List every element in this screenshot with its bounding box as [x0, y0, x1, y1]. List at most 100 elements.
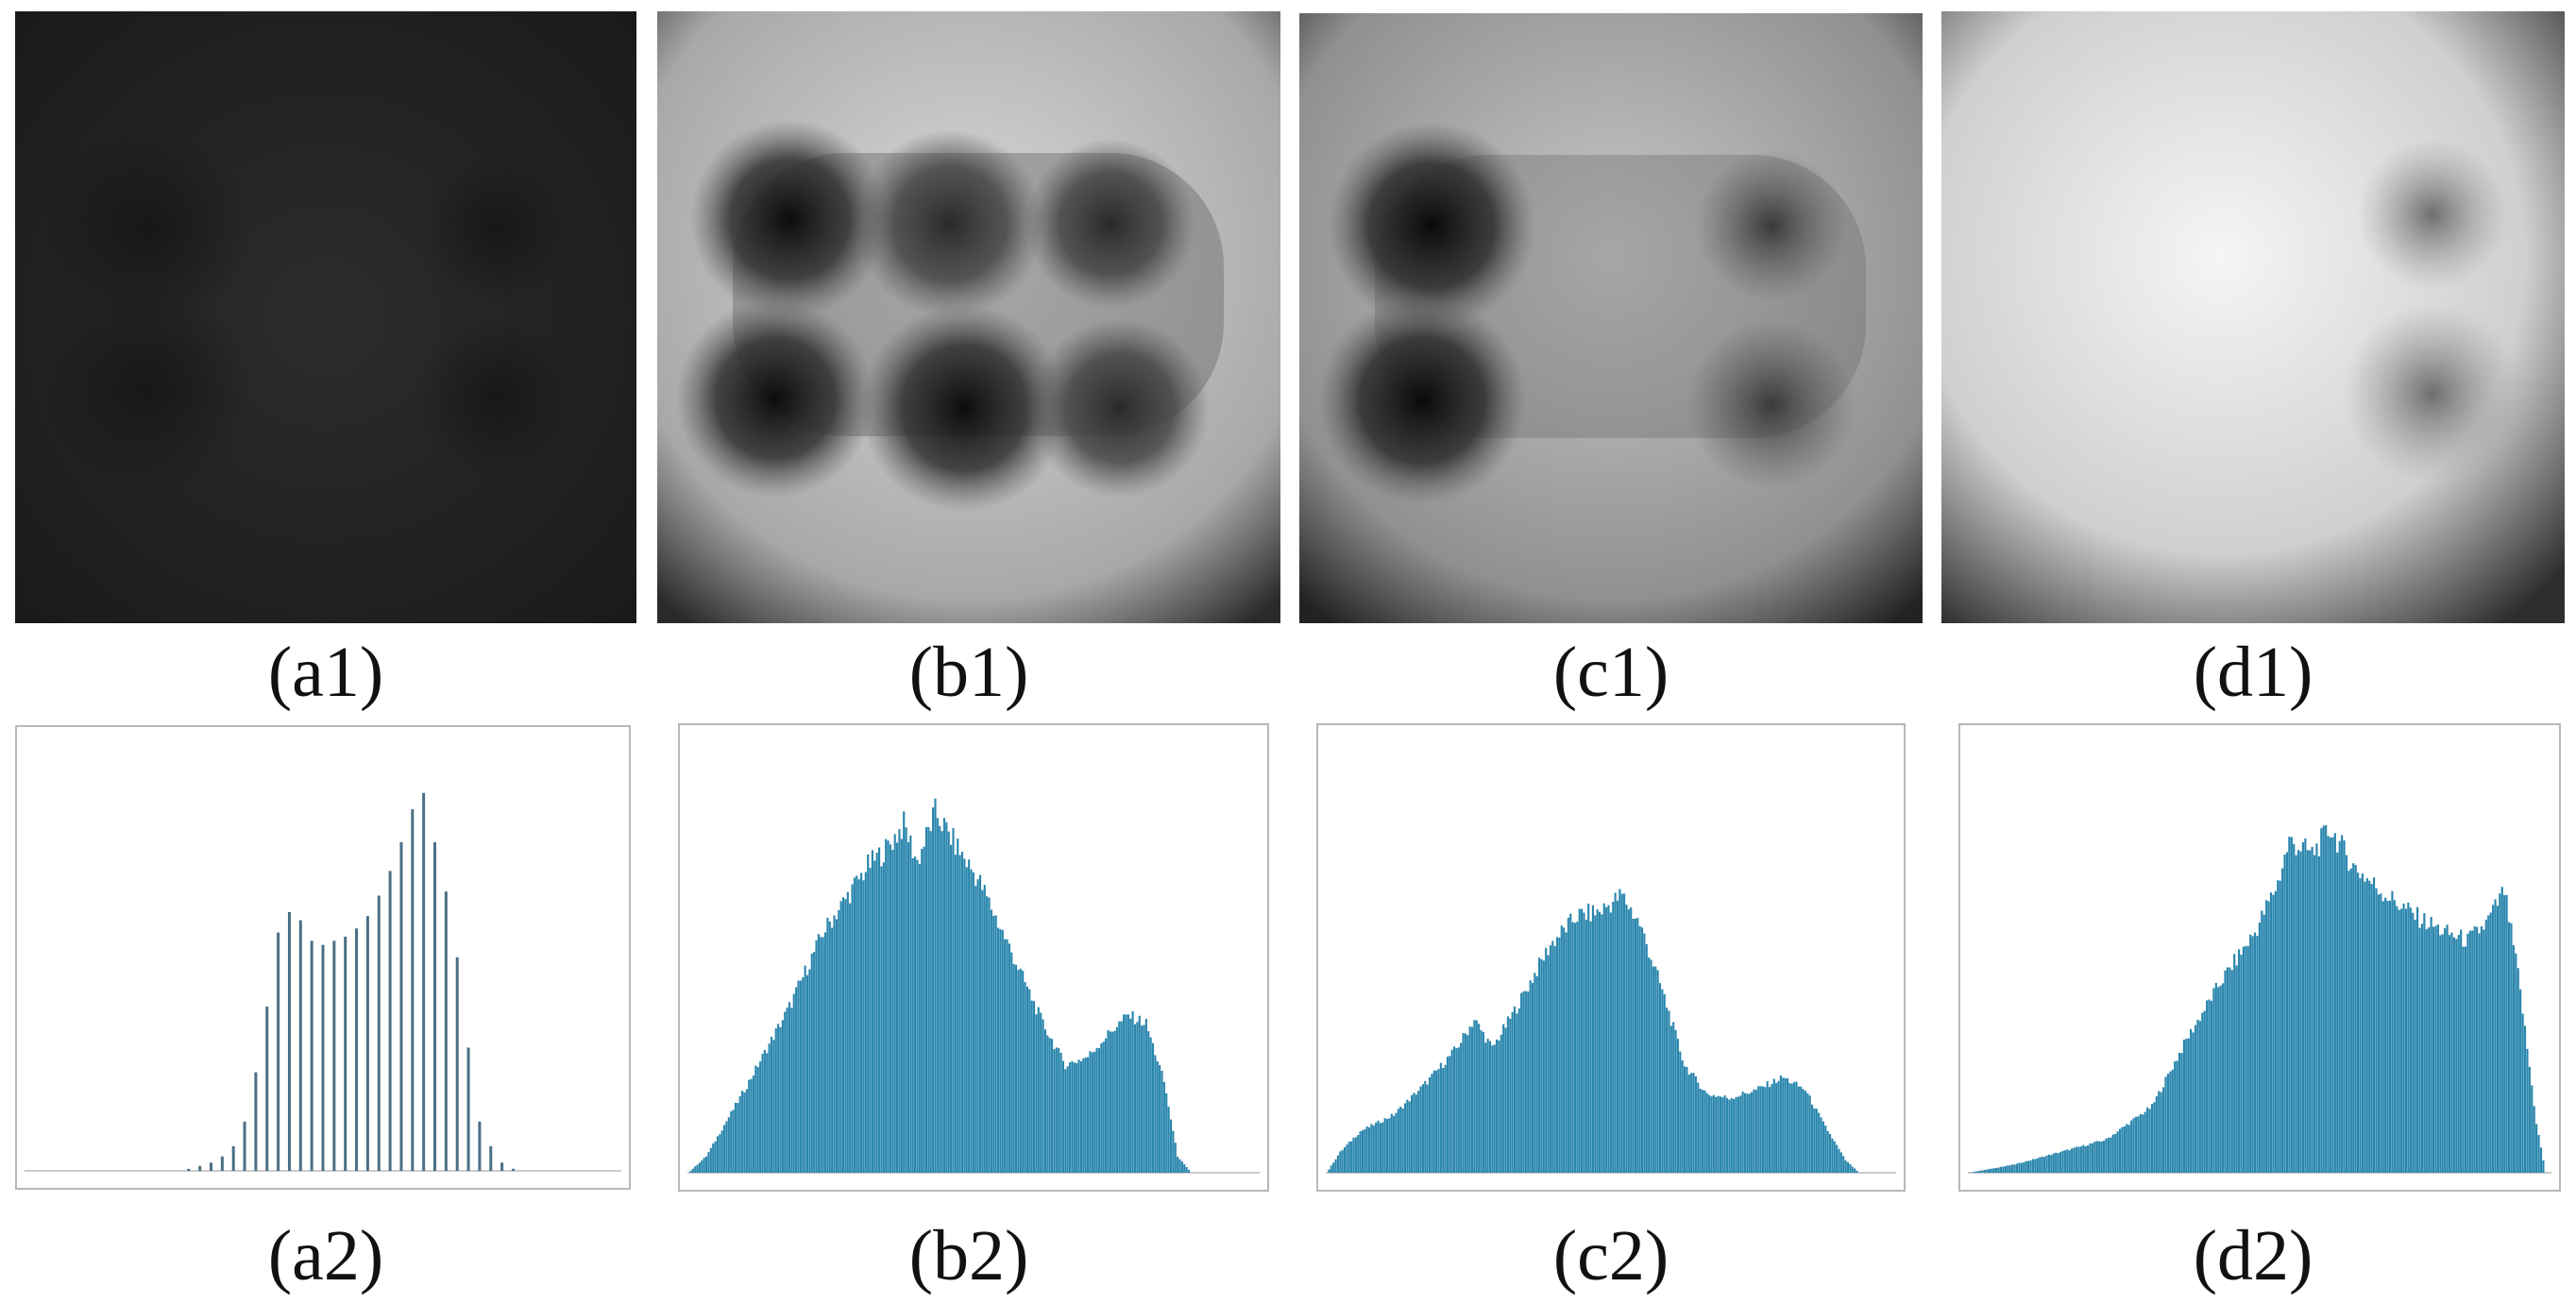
histogram-b2-bar [810, 953, 813, 1173]
histogram-a2-bar [220, 1156, 224, 1171]
histogram-b2-bar [976, 879, 979, 1173]
histogram-c2-bar [1797, 1086, 1800, 1173]
histogram-d2-bar [2029, 1160, 2032, 1173]
histogram-b2-bar [720, 1130, 723, 1173]
histogram-b2-bar [1035, 1014, 1038, 1173]
histogram-c2-bar [1594, 915, 1597, 1173]
histogram-d2-bar [2505, 894, 2508, 1173]
histogram-d2-bar [2496, 906, 2500, 1173]
histogram-c2-bar [1357, 1135, 1360, 1173]
histogram-d2-bar [2386, 901, 2389, 1173]
histogram-c2-bar [1567, 918, 1569, 1173]
histogram-c2-bar [1618, 889, 1621, 1173]
histogram-b2-bar [851, 884, 854, 1173]
histogram-b2-bar [878, 847, 881, 1173]
histogram-d2-bar [2267, 901, 2270, 1173]
histogram-d2-bar [2061, 1150, 2064, 1173]
histogram-a2-bar [388, 871, 392, 1171]
histogram-c2-bar [1511, 1011, 1514, 1173]
histogram-c2-bar [1336, 1155, 1339, 1173]
histogram-a2-bar [466, 1047, 470, 1171]
histogram-b2-bar [947, 831, 950, 1173]
histogram-a2-bar [433, 841, 436, 1171]
histogram-c2-bar [1676, 1039, 1680, 1173]
histogram-b2-bar [1010, 952, 1013, 1173]
histogram-c2 [1316, 723, 1906, 1192]
histogram-d2-bar [2430, 917, 2432, 1173]
histogram-c2-bar [1663, 993, 1666, 1173]
histogram-d2-bar [2144, 1111, 2146, 1173]
histogram-d2-bar [2523, 1025, 2527, 1173]
histogram-b2-bar [805, 974, 809, 1173]
histogram-c2-bar [1328, 1169, 1330, 1173]
histogram-d2-bar [2507, 922, 2511, 1173]
histogram-c2-bar [1638, 925, 1641, 1173]
histogram-d2-bar [2050, 1155, 2053, 1173]
histogram-d2-bar [2233, 954, 2236, 1173]
histogram-d2-bar [2398, 909, 2400, 1173]
histogram-c2-bar [1334, 1159, 1337, 1173]
histogram-b2-bar [1097, 1048, 1101, 1173]
histogram-c2-bar [1737, 1096, 1739, 1173]
image-a1 [15, 11, 636, 623]
histogram-a2-bar [254, 1072, 258, 1171]
histogram-c2-bar [1388, 1118, 1391, 1173]
histogram-d2-bar [2214, 982, 2217, 1173]
histogram-b2-bar [1022, 971, 1025, 1173]
histogram-d2-bar [2212, 988, 2215, 1173]
histogram-d2-bar [2441, 934, 2444, 1173]
histogram-c2-bar [1820, 1117, 1822, 1173]
histogram-c2-bar [1444, 1064, 1447, 1173]
histogram-a2-plot [25, 792, 621, 1172]
histogram-d2-bar [2281, 868, 2284, 1173]
histogram-c2-bar [1534, 973, 1536, 1173]
histogram-d2-bar [2343, 839, 2346, 1173]
histogram-d2-bar [2526, 1048, 2529, 1173]
histogram-a2-bar [500, 1162, 504, 1171]
histogram-b2-bar [1014, 964, 1018, 1173]
histogram-d2-bar [2384, 897, 2387, 1173]
histogram-c2-bar [1464, 1033, 1466, 1173]
histogram-c2-bar [1692, 1073, 1695, 1173]
histogram-c2-bar [1513, 1006, 1517, 1173]
histogram-c2-bar [1674, 1029, 1677, 1173]
histogram-d2-bar [2237, 949, 2241, 1173]
histogram-c2-bar [1668, 1010, 1670, 1173]
histogram-c2-bar [1661, 989, 1664, 1173]
histogram-b2-bar [907, 842, 910, 1173]
histogram-d2-bar [2364, 881, 2366, 1173]
histogram-c2-bar [1354, 1137, 1357, 1173]
histogram-d2-bar [2313, 855, 2316, 1173]
histogram-d2-bar [2178, 1052, 2181, 1173]
histogram-c2-bar [1786, 1078, 1789, 1173]
histogram-c2-bar [1583, 912, 1585, 1173]
histogram-d2-bar [2041, 1156, 2043, 1173]
histogram-b2-bar [738, 1095, 741, 1173]
histogram-c2-bar [1856, 1170, 1858, 1173]
histogram-c2-bar [1488, 1041, 1492, 1173]
histogram-d2-bar [2162, 1087, 2165, 1173]
histogram-b2-bar [970, 869, 973, 1173]
histogram-d2-bar [2007, 1165, 2009, 1173]
histogram-c2-bar [1771, 1084, 1773, 1173]
histogram-b2-bar [1138, 1015, 1141, 1173]
histogram-b2-bar [1048, 1038, 1051, 1173]
histogram-d2-bar [1983, 1169, 1987, 1173]
histogram-c2-bar [1470, 1026, 1474, 1173]
histogram-d2-bar [2023, 1162, 2025, 1173]
histogram-c2-bar [1332, 1162, 1335, 1173]
histogram-b2-bar [730, 1110, 733, 1173]
histogram-b2-bar [1102, 1042, 1105, 1173]
histogram-a2-bar [478, 1121, 482, 1171]
histogram-c2-bar [1531, 982, 1534, 1173]
histogram-d2-bar [2020, 1162, 2023, 1173]
histogram-d2-bar [2274, 890, 2277, 1173]
histogram-b2-bar [777, 1024, 780, 1173]
histogram-c2-bar [1687, 1075, 1690, 1173]
histogram-b2-bar [891, 849, 894, 1173]
histogram-c2-bar [1493, 1044, 1496, 1173]
histogram-d2-bar [2206, 1000, 2209, 1173]
histogram-b2-bar [918, 864, 921, 1173]
histogram-b2-bar [779, 1026, 782, 1173]
histogram-d2-bar [1974, 1171, 1977, 1173]
